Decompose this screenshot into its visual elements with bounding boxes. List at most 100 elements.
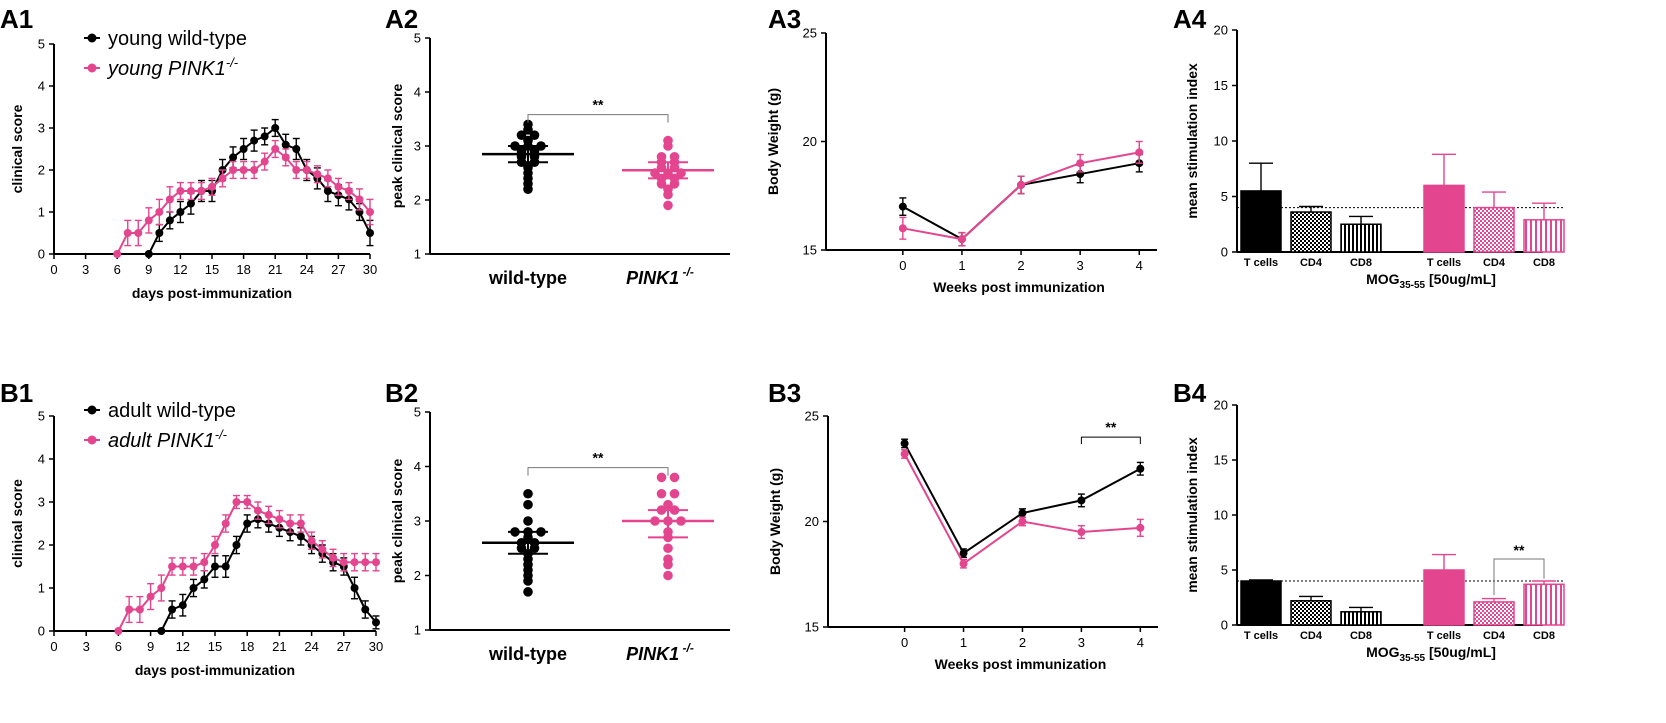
bar-category-label: CD4 [1483, 630, 1506, 642]
panel-label-A4: A4 [1173, 4, 1207, 34]
data-point [1018, 517, 1027, 526]
data-point [1017, 180, 1026, 189]
data-point [197, 187, 206, 195]
y-axis-title: peak clinical score [389, 84, 405, 209]
y-tick-label: 5 [38, 37, 45, 52]
data-point [957, 235, 966, 244]
data-point [229, 153, 238, 162]
y-tick-label: 2 [38, 163, 45, 178]
legend-label: young PINK1-/- [106, 55, 239, 80]
y-axis-title: clinical score [9, 479, 25, 568]
data-point [1076, 159, 1085, 168]
data-point [200, 575, 209, 584]
data-point [176, 187, 185, 195]
x-tick-label: 6 [114, 262, 121, 277]
data-point [1135, 148, 1144, 157]
panel-label-B4: B4 [1173, 378, 1207, 408]
y-tick-label: 10 [1214, 134, 1228, 149]
x-tick-label: 30 [369, 639, 383, 654]
data-point [271, 124, 280, 132]
y-tick-label: 5 [414, 405, 421, 420]
data-point [292, 166, 301, 174]
panel-A2: A2 1 2 3 4 5 peak clinical score wild-type PINK1… [385, 4, 730, 288]
data-point [144, 250, 153, 258]
legend-marker [87, 33, 97, 43]
bar-category-label: T cells [1427, 630, 1461, 642]
data-point [178, 601, 187, 610]
series-adult-PINK1- [114, 494, 380, 635]
bar-category-label: CD4 [1300, 257, 1323, 269]
bar-t-cells [1240, 190, 1282, 253]
data-point [165, 216, 174, 225]
data-point [271, 145, 280, 153]
data-point [898, 202, 907, 211]
x-tick-label: 24 [300, 262, 314, 277]
data-point [281, 140, 290, 149]
x-tick-label: 30 [363, 262, 377, 277]
x-tick-label: 9 [147, 639, 154, 654]
series-line [902, 162, 1140, 241]
x-axis-title: MOG35-55 [50ug/mL] [1366, 271, 1496, 291]
y-tick-label: 15 [1214, 78, 1228, 93]
legend-label: young wild-type [108, 28, 247, 50]
data-point [155, 208, 164, 216]
data-point [334, 182, 343, 191]
legend-marker [87, 63, 97, 73]
x-axis-title: Weeks post immunization [933, 279, 1105, 295]
panel-label-B1: B1 [0, 378, 33, 408]
data-point [165, 195, 174, 204]
y-tick-label: 1 [38, 581, 45, 596]
data-point [344, 187, 353, 195]
series-wild-type [900, 438, 1145, 559]
bar-category-label: T cells [1244, 630, 1278, 642]
data-point [663, 189, 673, 200]
significance-bracket [527, 114, 669, 123]
data-point [1136, 523, 1145, 532]
x-tick-label: 21 [268, 262, 282, 277]
data-point [176, 208, 185, 216]
data-point [663, 559, 673, 570]
x-tick-label: 27 [331, 262, 345, 277]
x-tick-label: 6 [115, 639, 122, 654]
panel-label-A3: A3 [768, 4, 801, 34]
data-point [523, 125, 533, 135]
data-point [669, 488, 680, 499]
panel-label-B3: B3 [768, 378, 801, 408]
data-point [669, 179, 680, 189]
data-point [959, 559, 968, 568]
data-point [186, 187, 195, 195]
data-point [366, 229, 374, 237]
panel-label-A2: A2 [385, 4, 418, 34]
bar-category-label: CD8 [1350, 257, 1372, 269]
data-point [663, 570, 673, 581]
significance-bracket [1080, 436, 1141, 445]
y-tick-label: 5 [1221, 563, 1228, 578]
data-point [155, 229, 164, 237]
panel-label-B2: B2 [385, 378, 418, 408]
data-point [178, 562, 187, 571]
bar-cd8 [1340, 223, 1382, 253]
x-tick-label: 2 [1019, 635, 1026, 650]
data-point [656, 488, 667, 499]
series-PINK1- [900, 449, 1145, 569]
data-point [523, 499, 533, 510]
series-line [903, 442, 1141, 555]
x-tick-label: 1 [960, 635, 967, 650]
series-line [147, 126, 371, 255]
data-point [523, 184, 533, 194]
bar-category-label: CD8 [1350, 630, 1372, 642]
data-point [898, 224, 907, 233]
x-tick-label: 0 [901, 635, 908, 650]
panel-A3: A3 15 20 25 Body Weight (g) 0 1 2 3 4 Weeks post i… [765, 4, 1157, 295]
y-tick-label: 25 [803, 26, 817, 41]
y-tick-label: 3 [38, 121, 45, 136]
significance-marker: ** [1105, 419, 1116, 435]
significance-marker: ** [593, 450, 604, 466]
data-point [134, 229, 143, 237]
data-point [113, 250, 122, 258]
data-point [253, 506, 262, 515]
y-tick-label: 0 [38, 247, 45, 262]
data-point [366, 208, 374, 216]
